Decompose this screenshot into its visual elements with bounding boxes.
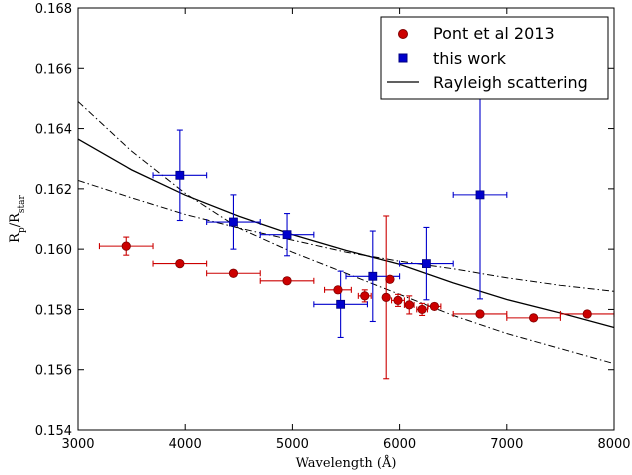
this-work-point-3	[336, 299, 346, 309]
pont-point-6	[381, 292, 391, 302]
dash-dot-curve-4	[77, 179, 615, 292]
this-work-point-4	[368, 271, 378, 281]
y-tick-label-0: 0.154	[35, 424, 72, 439]
y-axis-label-rp: R	[8, 232, 23, 243]
tick-labels: 3000 4000 5000 6000 7000 8000 0.154 0.156 0.158 0…	[35, 2, 631, 452]
x-tick-label-1: 4000	[169, 437, 202, 452]
pont-point-3	[282, 276, 292, 286]
y-axis-label: Rp/Rstar	[8, 194, 27, 242]
rayleigh-curve	[77, 138, 615, 329]
this-work-point-5	[421, 259, 431, 269]
this-work-point-6	[475, 190, 485, 200]
pont-point-7	[385, 274, 395, 284]
pont-point-0	[121, 241, 131, 251]
legend-box	[380, 16, 609, 100]
markers	[121, 170, 592, 323]
pont-point-12	[475, 309, 485, 319]
pont-point-10	[417, 304, 427, 315]
this-work-point-0	[175, 170, 185, 180]
this-work-point-1	[229, 217, 238, 227]
this-work-point-2	[282, 230, 292, 240]
x-axis-label: Wavelength (Å)	[296, 455, 397, 471]
ticks	[77, 7, 615, 431]
pont-point-13	[528, 313, 539, 323]
y-axis-label-rp-sub: p	[17, 227, 27, 233]
y-tick-label-5: 0.164	[35, 123, 72, 138]
plot-frame	[77, 7, 615, 431]
y-tick-label-6: 0.166	[35, 62, 72, 77]
x-tick-label-2: 5000	[276, 437, 309, 452]
y-tick-label-7: 0.168	[35, 2, 72, 17]
pont-point-4	[333, 285, 343, 295]
curves	[77, 101, 615, 365]
x-tick-label-5: 8000	[597, 437, 630, 452]
legend-label-pont: Pont et al 2013	[433, 24, 555, 43]
y-axis-label-rstar-sub: star	[17, 194, 27, 213]
pont-point-8	[393, 295, 403, 305]
pont-point-1	[175, 259, 185, 269]
legend-label-this-work: this work	[433, 49, 507, 68]
legend-label-rayleigh: Rayleigh scattering	[433, 73, 588, 92]
y-tick-label-2: 0.158	[35, 303, 72, 318]
y-axis-label-slash: /	[8, 222, 23, 227]
x-tick-label-0: 3000	[61, 437, 94, 452]
legend: Pont et al 2013 this work Rayleigh scatt…	[380, 16, 609, 100]
y-axis-label-rstar: R	[8, 212, 23, 223]
pont-point-9	[404, 300, 414, 310]
dash-dot-curve-3	[77, 101, 615, 365]
x-tick-label-4: 7000	[490, 437, 523, 452]
pont-point-11	[429, 301, 440, 312]
y-tick-label-3: 0.160	[35, 243, 72, 258]
x-tick-label-3: 6000	[383, 437, 416, 452]
y-tick-label-1: 0.156	[35, 364, 72, 379]
pont-point-14	[582, 309, 592, 319]
pont-point-2	[228, 268, 239, 278]
legend-marker-this-work	[398, 53, 408, 63]
legend-marker-pont	[398, 29, 408, 39]
pont-point-5	[360, 291, 370, 301]
y-tick-label-4: 0.162	[35, 183, 72, 198]
